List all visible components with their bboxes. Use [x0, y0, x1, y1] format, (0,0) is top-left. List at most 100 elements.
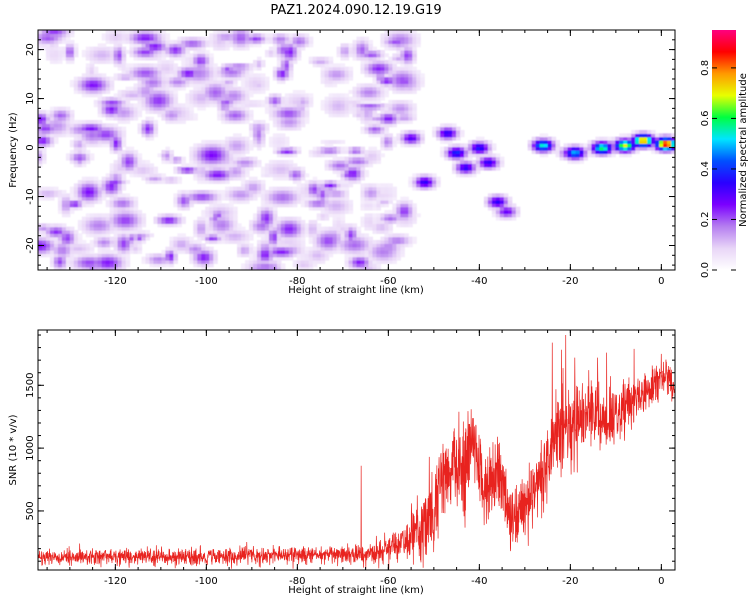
heatmap-cell [101, 260, 107, 264]
heatmap-cell [149, 93, 155, 98]
heatmap-cell [332, 170, 338, 174]
heatmap-cell [364, 83, 370, 88]
heatmap-cell [217, 143, 222, 148]
heatmap-cell [93, 266, 99, 270]
heatmap-cell [121, 183, 127, 188]
heatmap-cell [101, 90, 107, 94]
heatmap-cell [324, 160, 330, 164]
heatmap-cell [336, 76, 342, 81]
heatmap-cell [249, 143, 254, 148]
heatmap-cell [49, 253, 55, 258]
heatmap-cell [400, 90, 405, 94]
heatmap-cell [109, 226, 115, 231]
heatmap-cell [197, 220, 202, 224]
heatmap-cell [268, 173, 274, 178]
heatmap-cell [376, 126, 381, 131]
heatmap-cell [117, 53, 123, 58]
heatmap-cell [229, 110, 234, 114]
heatmap-cell [201, 50, 206, 54]
heatmap-cell [336, 93, 342, 98]
heatmap-cell [237, 250, 242, 254]
heatmap-cell [272, 190, 278, 194]
heatmap-cell [432, 180, 437, 184]
heatmap-cell [201, 213, 206, 218]
heatmap-cell [49, 256, 55, 261]
heatmap-cell [364, 110, 370, 114]
heatmap-cell [241, 70, 246, 74]
heatmap-cell [161, 90, 166, 94]
heatmap-cell [209, 73, 214, 78]
heatmap-cell [217, 193, 222, 198]
heatmap-cell [412, 140, 417, 144]
heatmap-cell [535, 150, 541, 154]
heatmap-cell [284, 76, 290, 81]
heatmap-cell [555, 143, 561, 148]
heatmap-cell [77, 156, 83, 161]
heatmap-cell [53, 123, 59, 128]
heatmap-cell [197, 40, 202, 44]
heatmap-cell [360, 100, 366, 104]
heatmap-cell [420, 130, 425, 134]
heatmap-cell [45, 50, 51, 54]
heatmap-cell [340, 210, 346, 214]
heatmap-cell [121, 196, 127, 201]
heatmap-cell [205, 240, 210, 244]
heatmap-cell [169, 90, 174, 94]
heatmap-cell [217, 96, 222, 101]
heatmap-cell [89, 76, 95, 81]
heatmap-cell [360, 233, 366, 238]
heatmap-cell [185, 206, 190, 211]
heatmap-cell [245, 166, 250, 171]
heatmap-cell [213, 220, 218, 224]
heatmap-cell [332, 166, 338, 171]
heatmap-cell [177, 86, 182, 91]
heatmap-cell [125, 166, 131, 171]
heatmap-cell [133, 150, 139, 154]
heatmap-cell [77, 220, 83, 224]
heatmap-cell [149, 96, 155, 101]
heatmap-cell [527, 146, 533, 151]
heatmap-cell [193, 253, 198, 258]
heatmap-cell [97, 76, 103, 81]
heatmap-cell [129, 63, 135, 68]
heatmap-cell [348, 110, 354, 114]
heatmap-cell [177, 103, 182, 108]
heatmap-cell [288, 110, 294, 114]
heatmap-cell [308, 206, 314, 211]
heatmap-cell [280, 263, 286, 268]
heatmap-cell [300, 230, 306, 234]
heatmap-cell [205, 156, 210, 161]
heatmap-cell [344, 193, 350, 198]
heatmap-cell [643, 130, 648, 134]
heatmap-cell [93, 176, 99, 181]
heatmap-cell [372, 70, 378, 74]
heatmap-cell [376, 186, 381, 191]
heatmap-cell [145, 253, 151, 258]
heatmap-cell [388, 73, 393, 78]
heatmap-cell [38, 123, 43, 128]
heatmap-cell [388, 186, 393, 191]
heatmap-cell [141, 56, 147, 61]
heatmap-cell [396, 220, 401, 224]
heatmap-cell [344, 190, 350, 194]
heatmap-cell [141, 50, 147, 54]
heatmap-cell [368, 40, 374, 44]
heatmap-cell [89, 156, 95, 161]
heatmap-cell [276, 240, 282, 244]
heatmap-cell [109, 150, 115, 154]
heatmap-cell [173, 103, 178, 108]
heatmap-cell [185, 36, 190, 41]
heatmap-cell [308, 183, 314, 188]
heatmap-cell [296, 53, 302, 58]
heatmap-cell [308, 103, 314, 108]
heatmap-cell [121, 186, 127, 191]
heatmap-cell [288, 176, 294, 181]
heatmap-cell [412, 86, 417, 91]
heatmap-cell [491, 213, 497, 218]
heatmap-cell [503, 213, 509, 218]
heatmap-cell [237, 110, 242, 114]
heatmap-cell [384, 210, 389, 214]
heatmap-cell [241, 100, 246, 104]
heatmap-cell [284, 96, 290, 101]
heatmap-cell [45, 236, 51, 241]
